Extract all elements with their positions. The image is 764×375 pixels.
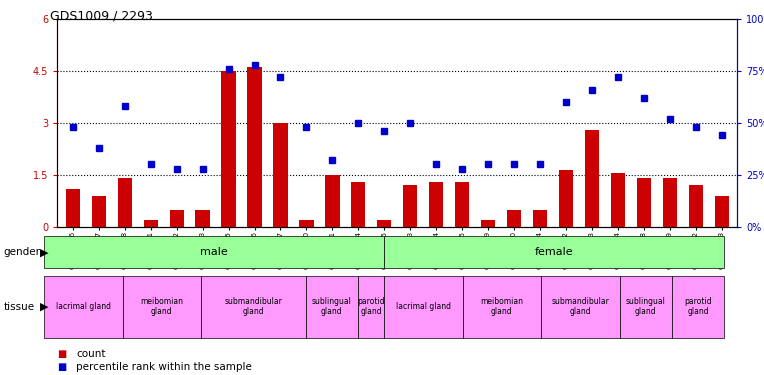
- Bar: [636, 178, 651, 227]
- Bar: [541, 276, 620, 338]
- Text: ■: ■: [57, 350, 66, 359]
- Text: sublingual
gland: sublingual gland: [312, 297, 352, 316]
- Text: parotid
gland: parotid gland: [358, 297, 385, 316]
- Text: lacrimal gland: lacrimal gland: [396, 302, 451, 311]
- Bar: [196, 210, 210, 227]
- Bar: [201, 276, 306, 338]
- Bar: [351, 182, 365, 227]
- Bar: [507, 210, 521, 227]
- Bar: [688, 185, 703, 227]
- Text: ▶: ▶: [40, 247, 48, 257]
- Bar: [274, 123, 287, 227]
- Bar: [306, 276, 358, 338]
- Text: meibomian
gland: meibomian gland: [141, 297, 183, 316]
- Text: ■: ■: [57, 362, 66, 372]
- Bar: [358, 276, 384, 338]
- Bar: [222, 71, 236, 227]
- Bar: [584, 130, 599, 227]
- Bar: [66, 189, 80, 227]
- Bar: [533, 210, 547, 227]
- Text: ▶: ▶: [40, 302, 48, 312]
- Bar: [248, 68, 262, 227]
- Bar: [377, 220, 391, 227]
- Bar: [170, 210, 184, 227]
- Text: GDS1009 / 2293: GDS1009 / 2293: [50, 9, 153, 22]
- Bar: [123, 276, 201, 338]
- Text: count: count: [76, 350, 106, 359]
- Bar: [403, 185, 417, 227]
- Bar: [44, 236, 384, 268]
- Bar: [672, 276, 724, 338]
- Text: lacrimal gland: lacrimal gland: [56, 302, 111, 311]
- Text: parotid
gland: parotid gland: [685, 297, 712, 316]
- Bar: [384, 236, 724, 268]
- Bar: [463, 276, 541, 338]
- Bar: [620, 276, 672, 338]
- Bar: [481, 220, 495, 227]
- Text: submandibular
gland: submandibular gland: [225, 297, 283, 316]
- Text: male: male: [200, 247, 228, 257]
- Text: meibomian
gland: meibomian gland: [481, 297, 523, 316]
- Bar: [714, 196, 729, 227]
- Bar: [610, 173, 625, 227]
- Bar: [384, 276, 463, 338]
- Text: female: female: [535, 247, 574, 257]
- Text: gender: gender: [4, 247, 40, 257]
- Bar: [558, 170, 573, 227]
- Bar: [429, 182, 443, 227]
- Bar: [144, 220, 158, 227]
- Bar: [455, 182, 469, 227]
- Bar: [118, 178, 132, 227]
- Text: sublingual
gland: sublingual gland: [626, 297, 665, 316]
- Bar: [44, 276, 123, 338]
- Text: submandibular
gland: submandibular gland: [552, 297, 609, 316]
- Bar: [325, 175, 339, 227]
- Bar: [92, 196, 106, 227]
- Bar: [662, 178, 677, 227]
- Text: percentile rank within the sample: percentile rank within the sample: [76, 362, 252, 372]
- Bar: [299, 220, 313, 227]
- Text: tissue: tissue: [4, 302, 35, 312]
